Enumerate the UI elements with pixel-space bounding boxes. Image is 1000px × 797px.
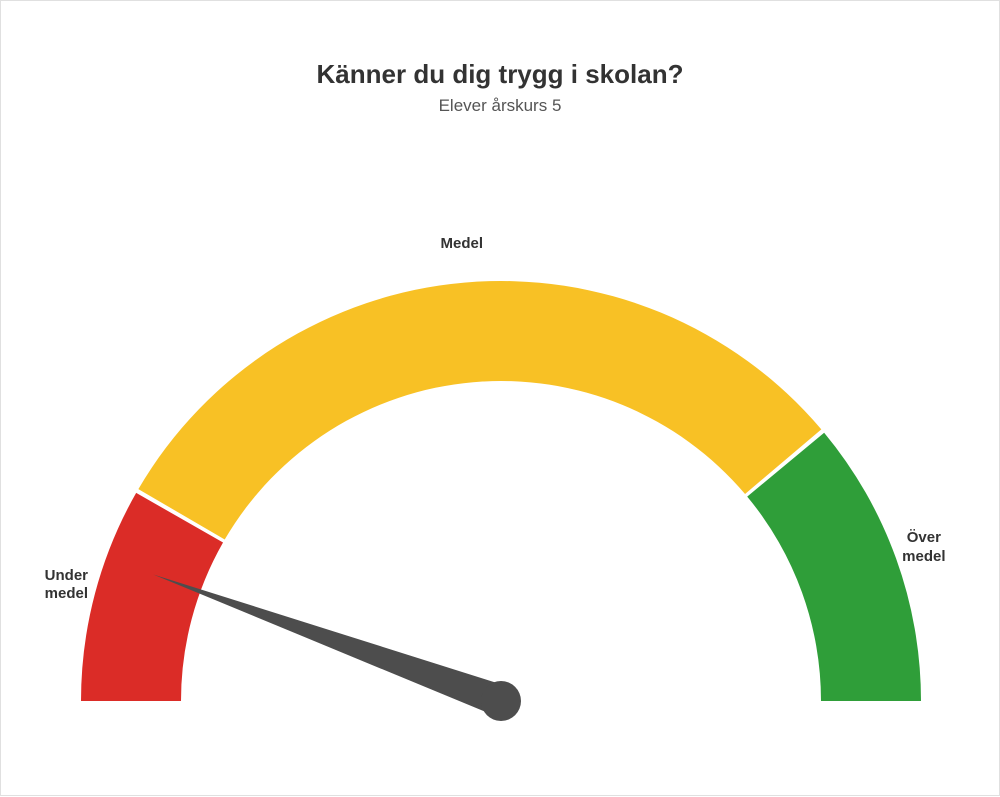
gauge-arcs [81,281,921,701]
gauge-needle-pivot [481,681,521,721]
gauge-needle-arm [153,574,506,716]
gauge-label-under-medel: Under medel [16,567,116,605]
gauge-segment-1 [138,281,821,540]
gauge-chart [1,1,1000,797]
chart-frame: Känner du dig trygg i skolan? Elever års… [0,0,1000,796]
gauge-segment-2 [747,433,921,701]
gauge-label-medel: Medel [412,235,512,254]
gauge-label-over-medel: Över medel [874,529,974,567]
gauge-needle [153,574,521,721]
